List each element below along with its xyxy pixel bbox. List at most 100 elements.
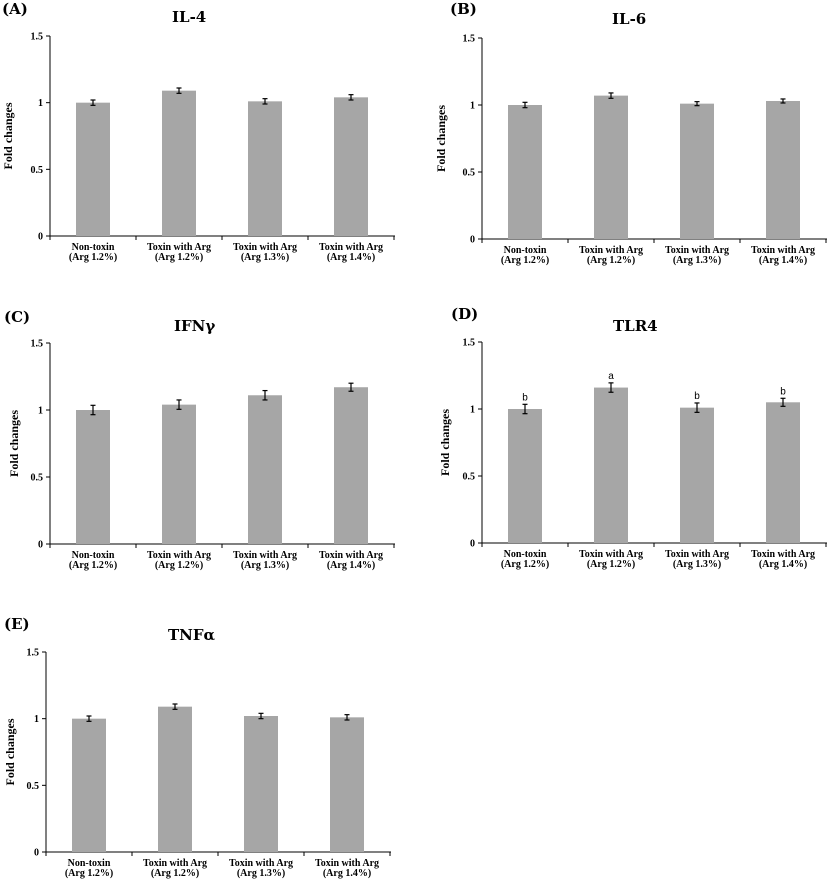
x-tick-label: Toxin with Arg xyxy=(579,549,643,560)
y-tick-label: 0.5 xyxy=(31,165,44,176)
y-axis-label: Fold changes xyxy=(1,102,15,169)
y-tick-label: 0 xyxy=(470,539,475,550)
significance-label: a xyxy=(608,371,614,382)
x-tick-label: (Arg 1.3%) xyxy=(241,252,289,263)
y-tick-label: 1 xyxy=(38,98,43,109)
x-tick-label: (Arg 1.4%) xyxy=(323,868,371,879)
bar xyxy=(76,410,110,544)
panel-label: (B) xyxy=(450,0,477,18)
x-tick-label: (Arg 1.2%) xyxy=(587,255,635,266)
chart-title: IL-6 xyxy=(612,10,646,28)
x-tick-label: Toxin with Arg xyxy=(233,242,297,253)
x-tick-label: Toxin with Arg xyxy=(665,245,729,256)
bar xyxy=(76,102,110,237)
bar xyxy=(334,387,368,544)
x-tick-label: (Arg 1.4%) xyxy=(759,559,807,570)
x-tick-label: Toxin with Arg xyxy=(147,242,211,253)
y-tick-label: 0.5 xyxy=(27,781,40,792)
bar xyxy=(508,409,542,543)
y-tick-label: 1 xyxy=(470,405,475,416)
x-tick-label: (Arg 1.3%) xyxy=(241,560,289,571)
y-tick-label: 0 xyxy=(38,540,43,551)
panel-label: (E) xyxy=(4,615,30,633)
panel-label: (D) xyxy=(451,305,478,323)
y-tick-label: 0 xyxy=(34,848,39,859)
x-tick-label: Non-toxin xyxy=(72,550,115,561)
y-tick-label: 0.5 xyxy=(31,473,44,484)
significance-label: b xyxy=(694,391,700,402)
chart-title: TLR4 xyxy=(613,317,658,335)
bar xyxy=(158,706,192,852)
y-axis-label: Fold changes xyxy=(438,409,452,476)
x-tick-label: Toxin with Arg xyxy=(229,858,293,869)
x-tick-label: Toxin with Arg xyxy=(579,245,643,256)
bar xyxy=(766,100,800,239)
y-tick-label: 1 xyxy=(470,101,475,112)
bar xyxy=(248,101,282,236)
significance-label: b xyxy=(780,386,786,397)
y-tick-label: 1.5 xyxy=(31,339,44,350)
x-tick-label: (Arg 1.2%) xyxy=(587,559,635,570)
x-tick-label: Toxin with Arg xyxy=(665,549,729,560)
x-tick-label: (Arg 1.2%) xyxy=(65,868,113,879)
chart-title: IFNγ xyxy=(174,317,215,335)
x-tick-label: (Arg 1.2%) xyxy=(501,559,549,570)
bar xyxy=(248,395,282,544)
x-tick-label: Non-toxin xyxy=(72,242,115,253)
y-tick-label: 1.5 xyxy=(27,648,40,659)
y-axis-label: Fold changes xyxy=(434,105,448,172)
x-tick-label: (Arg 1.2%) xyxy=(69,560,117,571)
x-tick-label: (Arg 1.2%) xyxy=(155,252,203,263)
y-tick-label: 1.5 xyxy=(463,34,476,45)
y-tick-label: 0 xyxy=(38,232,43,243)
bar xyxy=(244,716,278,852)
x-tick-label: Toxin with Arg xyxy=(751,549,815,560)
x-tick-label: Non-toxin xyxy=(504,549,547,560)
x-tick-label: (Arg 1.3%) xyxy=(673,255,721,266)
bar xyxy=(680,103,714,239)
x-tick-label: (Arg 1.4%) xyxy=(759,255,807,266)
x-tick-label: Toxin with Arg xyxy=(751,245,815,256)
panel-label: (C) xyxy=(4,308,30,326)
bar xyxy=(162,90,196,237)
y-tick-label: 0.5 xyxy=(463,168,476,179)
y-tick-label: 0.5 xyxy=(463,472,476,483)
bar xyxy=(330,717,364,852)
x-tick-label: (Arg 1.2%) xyxy=(69,252,117,263)
x-tick-label: Non-toxin xyxy=(504,245,547,256)
panel-label: (A) xyxy=(2,0,28,18)
y-tick-label: 0 xyxy=(470,235,475,246)
bar xyxy=(334,97,368,236)
bar xyxy=(594,95,628,240)
x-tick-label: Toxin with Arg xyxy=(319,550,383,561)
y-axis-label: Fold changes xyxy=(7,410,21,477)
x-tick-label: (Arg 1.4%) xyxy=(327,560,375,571)
y-tick-label: 1.5 xyxy=(463,338,476,349)
chart-title: IL-4 xyxy=(172,8,206,26)
x-tick-label: (Arg 1.3%) xyxy=(673,559,721,570)
bar xyxy=(72,718,106,852)
significance-label: b xyxy=(522,392,528,403)
bar xyxy=(680,407,714,543)
x-tick-label: Toxin with Arg xyxy=(319,242,383,253)
x-tick-label: (Arg 1.3%) xyxy=(237,868,285,879)
x-tick-label: Toxin with Arg xyxy=(143,858,207,869)
bar xyxy=(162,404,196,544)
x-tick-label: Toxin with Arg xyxy=(315,858,379,869)
x-tick-label: Toxin with Arg xyxy=(233,550,297,561)
chart-title: TNFα xyxy=(168,626,216,644)
x-tick-label: (Arg 1.2%) xyxy=(151,868,199,879)
y-tick-label: 1 xyxy=(38,406,43,417)
x-tick-label: (Arg 1.2%) xyxy=(155,560,203,571)
bar xyxy=(594,387,628,543)
x-tick-label: (Arg 1.4%) xyxy=(327,252,375,263)
x-tick-label: Toxin with Arg xyxy=(147,550,211,561)
y-tick-label: 1 xyxy=(34,714,39,725)
x-tick-label: (Arg 1.2%) xyxy=(501,255,549,266)
